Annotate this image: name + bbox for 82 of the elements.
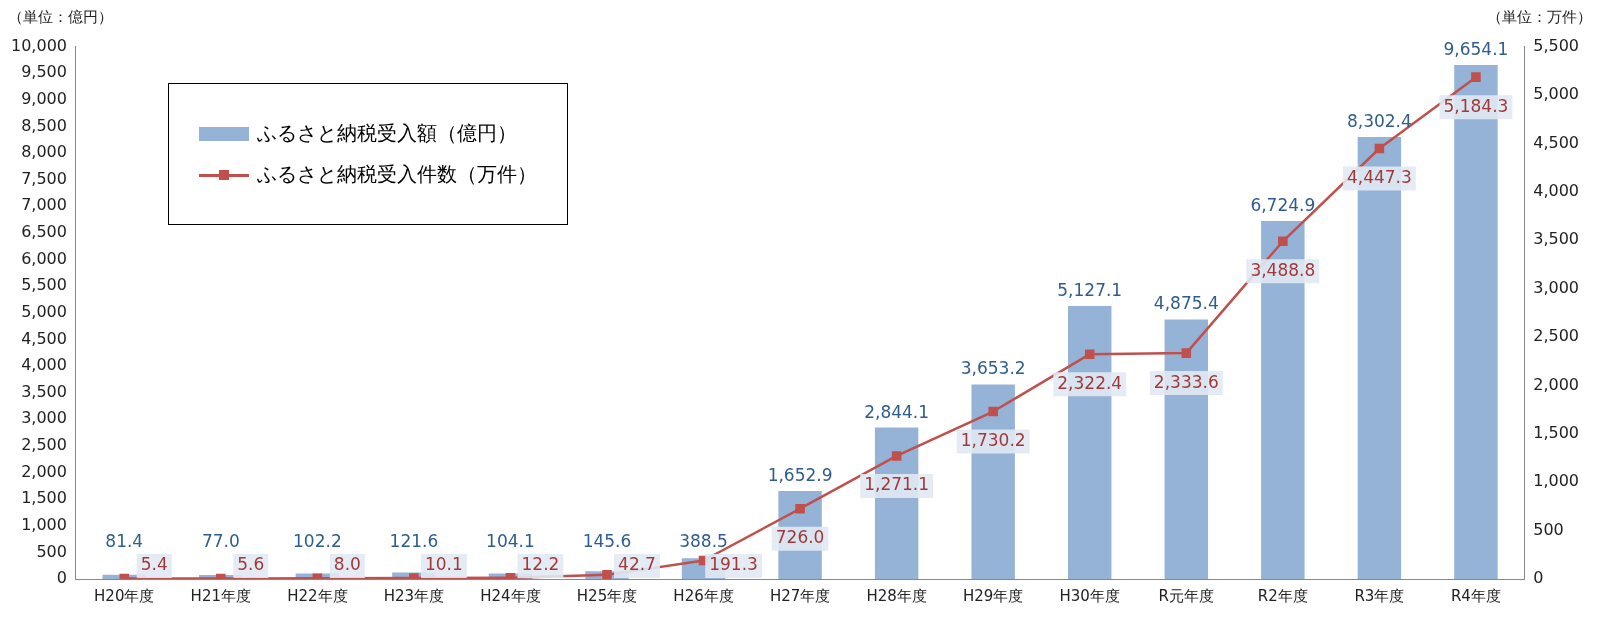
data-label: 5.6 bbox=[237, 554, 265, 575]
y-tick-label: 6,500 bbox=[21, 222, 67, 242]
y2-tick-label: 3,500 bbox=[1533, 229, 1580, 249]
x-tick-label: H27年度 bbox=[769, 586, 831, 605]
y-axis-title: （単位：億円） bbox=[8, 8, 113, 28]
x-tick-label: R2年度 bbox=[1257, 586, 1308, 605]
x-tick-label: H22年度 bbox=[287, 586, 348, 605]
y-tick-label: 8,000 bbox=[21, 142, 67, 162]
x-tick-label: H26年度 bbox=[673, 586, 734, 605]
x-tick-label: H30年度 bbox=[1059, 586, 1120, 605]
y2-tick-label: 5,000 bbox=[1533, 84, 1580, 104]
legend-label: ふるさと納税受入額（億円） bbox=[257, 120, 517, 147]
y-tick-label: 500 bbox=[36, 541, 67, 561]
y-tick-label: 2,500 bbox=[21, 435, 67, 455]
y-tick-label: 2,000 bbox=[21, 461, 67, 481]
data-label: 4,447.3 bbox=[1346, 166, 1412, 187]
data-label: 145.6 bbox=[582, 530, 632, 551]
data-label: 102.2 bbox=[293, 530, 342, 551]
x-tick-label: H25年度 bbox=[576, 586, 638, 605]
y-tick-label: 4,000 bbox=[21, 355, 67, 375]
x-tick-label: H29年度 bbox=[963, 586, 1024, 605]
x-tick-label: R3年度 bbox=[1354, 586, 1405, 605]
data-label: 4,875.4 bbox=[1153, 293, 1219, 314]
y-tick-label: 3,500 bbox=[21, 381, 67, 401]
data-label: 121.6 bbox=[389, 530, 439, 551]
data-label: 1,730.2 bbox=[960, 429, 1026, 450]
data-label: 5,127.1 bbox=[1057, 279, 1123, 300]
data-label: 12.2 bbox=[521, 554, 560, 575]
data-label: 1,652.9 bbox=[767, 464, 833, 485]
data-label: 191.3 bbox=[709, 554, 758, 575]
y2-tick-label: 4,000 bbox=[1533, 180, 1580, 200]
x-tick-label: H21年度 bbox=[190, 586, 251, 605]
data-label: 77.0 bbox=[201, 530, 240, 551]
data-label: 81.4 bbox=[105, 530, 144, 551]
y-tick-label: 10,000 bbox=[11, 35, 67, 55]
data-label: 3,653.2 bbox=[960, 358, 1026, 379]
y-tick-label: 4,500 bbox=[21, 328, 67, 348]
data-label: 9,654.1 bbox=[1443, 38, 1509, 59]
y2-tick-label: 2,000 bbox=[1533, 374, 1580, 394]
y-tick-label: 3,000 bbox=[21, 408, 67, 428]
x-tick-label: H23年度 bbox=[383, 586, 445, 605]
data-label: 388.5 bbox=[679, 530, 728, 551]
y-tick-label: 9,000 bbox=[21, 89, 67, 108]
y-tick-label: 0 bbox=[56, 568, 67, 588]
data-label: 5,184.3 bbox=[1443, 95, 1509, 116]
y-tick-label: 7,000 bbox=[21, 195, 67, 215]
data-label: 10.1 bbox=[424, 554, 463, 575]
legend-label: ふるさと納税受入件数（万件） bbox=[257, 161, 537, 188]
y-tick-label: 1,000 bbox=[21, 514, 67, 534]
data-label: 2,844.1 bbox=[864, 401, 930, 422]
x-tick-label: H20年度 bbox=[94, 586, 155, 605]
data-label: 5.4 bbox=[140, 554, 168, 575]
data-label: 2,333.6 bbox=[1153, 371, 1219, 392]
y2-tick-label: 4,500 bbox=[1533, 132, 1580, 152]
y2-tick-label: 5,500 bbox=[1533, 35, 1580, 55]
y2-axis-title: （単位：万件） bbox=[1487, 8, 1592, 28]
y2-tick-label: 0 bbox=[1533, 568, 1544, 588]
data-label: 3,488.8 bbox=[1250, 259, 1316, 280]
y2-tick-label: 3,000 bbox=[1533, 277, 1580, 297]
data-label: 8,302.4 bbox=[1346, 110, 1412, 131]
data-label: 726.0 bbox=[775, 527, 825, 548]
y-tick-label: 1,500 bbox=[21, 488, 67, 508]
x-tick-label: R4年度 bbox=[1450, 586, 1501, 605]
y-tick-label: 9,500 bbox=[21, 62, 67, 82]
x-tick-label: H28年度 bbox=[866, 586, 927, 605]
x-tick-label: R元年度 bbox=[1158, 586, 1214, 605]
y2-tick-label: 1,000 bbox=[1533, 471, 1580, 491]
data-label: 8.0 bbox=[333, 554, 361, 575]
y-tick-label: 8,500 bbox=[21, 115, 67, 135]
data-label: 104.1 bbox=[486, 530, 535, 551]
data-label: 6,724.9 bbox=[1250, 194, 1316, 215]
y2-tick-label: 500 bbox=[1533, 519, 1564, 539]
data-label: 1,271.1 bbox=[864, 474, 930, 495]
data-label: 42.7 bbox=[618, 554, 656, 575]
y-tick-label: 5,500 bbox=[21, 275, 67, 295]
y-tick-label: 5,000 bbox=[21, 301, 67, 321]
x-tick-label: H24年度 bbox=[480, 586, 541, 605]
y-tick-label: 7,500 bbox=[21, 168, 67, 188]
y2-tick-label: 1,500 bbox=[1533, 422, 1580, 442]
y-tick-label: 6,000 bbox=[21, 248, 67, 268]
y2-tick-label: 2,500 bbox=[1533, 326, 1580, 346]
data-label: 2,322.4 bbox=[1057, 372, 1123, 393]
